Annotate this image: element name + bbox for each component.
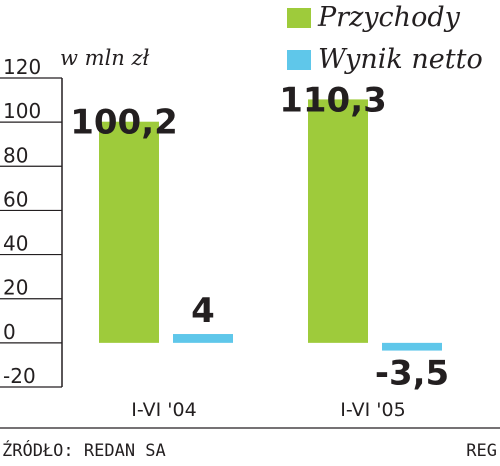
legend-swatch-wynik-netto xyxy=(287,50,311,70)
y-tick-label: 80 xyxy=(3,143,28,167)
data-labels: 100,2 110,3 4 -3,5 xyxy=(70,80,449,393)
y-tick-label: 120 xyxy=(3,55,41,79)
data-label: 110,3 xyxy=(279,80,387,120)
bar-przychody-2 xyxy=(308,99,368,343)
credit-note: REG xyxy=(466,441,497,461)
x-category-label: I-VI '05 xyxy=(340,399,405,421)
data-label: 100,2 xyxy=(70,103,178,143)
bar-wynik-netto-1 xyxy=(173,334,233,343)
legend-label-wynik-netto: Wynik netto xyxy=(318,44,483,75)
x-axis-labels: I-VI '04 I-VI '05 xyxy=(131,399,405,421)
y-tick-label: 20 xyxy=(3,276,28,300)
y-tick-label: 60 xyxy=(3,187,28,211)
source-note: ŹRÓDŁO: REDAN SA xyxy=(2,439,166,461)
x-category-label: I-VI '04 xyxy=(131,399,196,421)
legend: Przychody Wynik netto xyxy=(287,2,483,75)
y-tick-label: 40 xyxy=(3,232,28,256)
bar-wynik-netto-2 xyxy=(382,342,442,351)
y-tick-label: 0 xyxy=(3,320,16,344)
data-label: -3,5 xyxy=(375,354,449,394)
y-tick-label: 100 xyxy=(3,99,41,123)
legend-label-przychody: Przychody xyxy=(317,2,461,33)
y-axis: -20 0 20 40 60 80 100 120 xyxy=(0,55,63,388)
bars xyxy=(99,99,442,351)
unit-label: w mln zł xyxy=(60,46,150,70)
bar-przychody-1 xyxy=(99,121,159,343)
y-tick-label: -20 xyxy=(3,364,36,388)
data-label: 4 xyxy=(191,291,215,331)
legend-swatch-przychody xyxy=(287,8,311,28)
